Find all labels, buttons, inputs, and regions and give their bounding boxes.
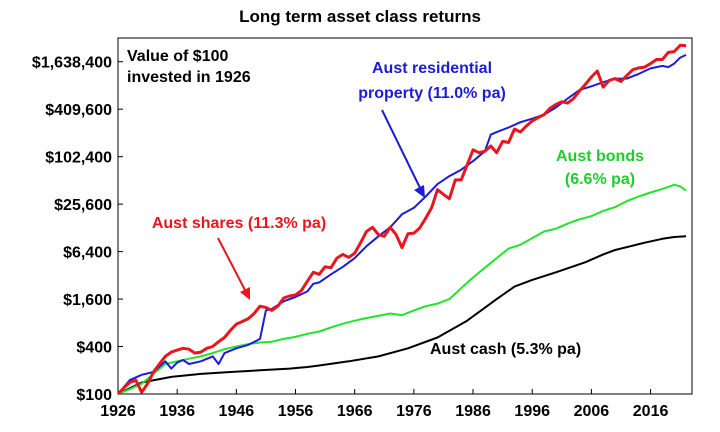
x-tick-label: 1936 [159,403,195,420]
shares-arrow-head [240,287,250,300]
property-arrow-head [414,185,425,198]
x-tick-label: 1926 [100,403,136,420]
note-line-2: invested in 1926 [127,69,251,86]
bonds-annotation: Aust bonds (6.6% pa) [556,148,644,188]
x-axis: 1926 1936 1946 1956 1966 1976 1986 1996 2006 2016 [100,389,668,420]
property-label-line-2: property (11.0% pa) [358,85,506,102]
note-line-1: Value of $100 [127,48,228,65]
aust-shares-line [116,43,687,396]
x-tick-label: 1966 [337,403,373,420]
shares-label: Aust shares (11.3% pa) [152,215,326,232]
x-tick-label: 2006 [574,403,610,420]
cash-annotation: Aust cash (5.3% pa) [430,341,581,358]
x-tick-label: 2016 [633,403,669,420]
y-tick-label: $1,638,400 [32,55,112,72]
x-tick-label: 1946 [219,403,255,420]
y-tick-label: $400 [76,340,112,357]
y-tick-label: $25,600 [54,197,112,214]
property-label-line-1: Aust residential [372,60,492,77]
shares-arrow [217,237,247,293]
series-lines [116,43,687,396]
shares-annotation: Aust shares (11.3% pa) [152,215,326,300]
plot-area [117,37,693,395]
x-tick-label: 1986 [455,403,491,420]
y-tick-label: $100 [76,387,112,404]
x-tick-label: 1996 [514,403,550,420]
cash-label: Aust cash (5.3% pa) [430,341,581,358]
note-annotation: Value of $100 invested in 1926 [127,48,251,86]
y-tick-label: $409,600 [45,102,112,119]
bonds-label-line-1: Aust bonds [556,148,644,165]
property-arrow [381,109,423,193]
x-tick-label: 1956 [278,403,314,420]
y-tick-label: $102,400 [45,150,112,167]
y-tick-label: $1,600 [63,292,112,309]
aust-bonds-line [117,183,687,395]
y-axis: $100 $400 $1,600 $6,400 $25,600 $102,400 $409,… [32,55,123,404]
y-tick-label: $6,400 [63,245,112,262]
x-tick-label: 1976 [396,403,432,420]
bonds-label-line-2: (6.6% pa) [565,171,635,188]
aust-cash-line [117,235,687,395]
chart-title: Long term asset class returns [239,7,481,26]
property-annotation: Aust residential property (11.0% pa) [358,60,506,198]
